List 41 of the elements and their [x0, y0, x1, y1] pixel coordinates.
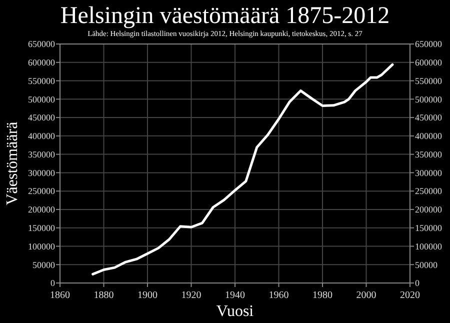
y2-tick-label: 200000 [415, 204, 442, 215]
y-tick-label: 250000 [28, 186, 56, 196]
y2-tick-label: 450000 [415, 112, 442, 123]
y2-tick-label: 150000 [415, 222, 442, 233]
y-axis-title: Väestömäärä [4, 122, 21, 206]
y-tick-label: 0 [50, 278, 56, 288]
line-series [92, 63, 394, 276]
x-tick-label: 2000 [356, 290, 376, 301]
y-tick-label: 150000 [28, 222, 56, 233]
y-tick-label: 500000 [28, 94, 56, 104]
y-tick-label: 650000 [28, 39, 56, 50]
y-tick-label: 550000 [28, 76, 56, 86]
y2-tick-label: 0 [415, 278, 420, 288]
x-tick-label: 1880 [94, 290, 114, 301]
x-tick-label: 1940 [225, 290, 245, 301]
y2-tick-label: 500000 [415, 94, 442, 104]
y-tick-label: 350000 [28, 149, 56, 160]
y-tick-label: 600000 [28, 58, 56, 68]
y2-tick-label: 300000 [415, 168, 442, 178]
y2-tick-label: 550000 [415, 76, 442, 86]
x-tick-label: 1920 [181, 290, 202, 301]
x-tick-label: 1860 [50, 290, 70, 301]
y2-tick-label: 50000 [415, 260, 438, 270]
x-tick-label: 1960 [268, 290, 289, 301]
y2-tick-label: 350000 [415, 149, 442, 160]
y-tick-label: 100000 [28, 241, 56, 252]
y-tick-label: 300000 [28, 168, 56, 178]
y-tick-label: 450000 [28, 112, 56, 123]
x-tick-label: 1980 [312, 290, 332, 301]
y2-tick-label: 400000 [415, 131, 442, 142]
y-tick-label: 50000 [32, 260, 56, 270]
y-tick-label: 200000 [28, 204, 56, 215]
x-axis-title: Vuosi [216, 303, 254, 320]
y-tick-label: 400000 [28, 131, 56, 142]
y2-tick-label: 600000 [415, 58, 442, 68]
y2-tick-label: 250000 [415, 186, 442, 196]
x-tick-label: 1900 [138, 290, 158, 301]
y2-tick-label: 100000 [415, 241, 442, 252]
chart-title: Helsingin väestömäärä 1875-2012 [60, 3, 390, 29]
y2-tick-label: 650000 [415, 39, 442, 50]
x-tick-label: 2020 [400, 290, 420, 301]
